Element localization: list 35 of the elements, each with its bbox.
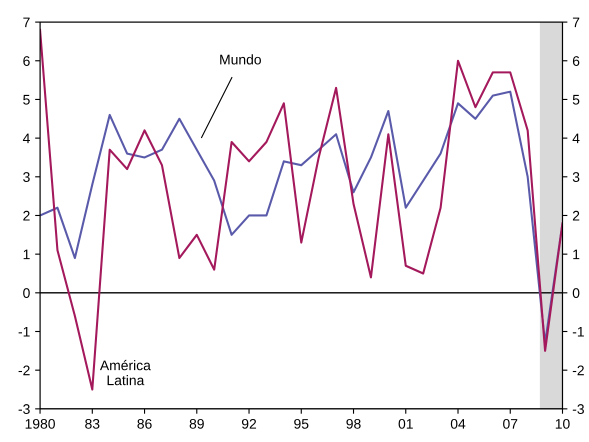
- x-tick-label: 07: [503, 418, 518, 429]
- series-label: América Latina: [100, 360, 151, 386]
- x-tick-label: 10: [556, 418, 570, 429]
- y-tick-label: -2: [18, 366, 30, 376]
- x-tick-label: 92: [242, 418, 256, 429]
- y-tick-label: 4: [22, 134, 30, 144]
- x-tick-label: 89: [190, 418, 204, 429]
- x-tick-label: 95: [294, 418, 308, 429]
- y-tick-label: -1: [18, 326, 30, 337]
- y-tick-label: -3: [18, 404, 30, 414]
- x-tick-label: 04: [450, 418, 466, 429]
- x-tick-label: 86: [137, 418, 152, 429]
- y2-tick-label: 4: [572, 134, 580, 144]
- y-tick-label: 6: [23, 56, 30, 66]
- x-tick-label: 1980: [26, 418, 55, 429]
- y2-tick-label: 5: [572, 94, 580, 105]
- y2-tick-label: -2: [572, 366, 584, 376]
- y2-tick-label: 2: [572, 210, 580, 221]
- x-tick-label: 83: [85, 418, 100, 429]
- y-tick-label: 2: [23, 210, 30, 221]
- y-tick-label: 0: [23, 288, 30, 298]
- y2-tick-label: -1: [572, 326, 584, 337]
- x-tick-label: 98: [346, 418, 361, 429]
- y2-tick-label: 7: [572, 18, 580, 28]
- y-tick-label: 7: [23, 18, 30, 28]
- y2-tick-label: 1: [573, 250, 580, 260]
- y-tick-label: 1: [24, 250, 30, 260]
- text: Mundo: [220, 54, 261, 65]
- y-tick-label: 3: [23, 172, 30, 182]
- x-tick-label: 01: [398, 418, 413, 429]
- y2-tick-label: -3: [572, 404, 584, 414]
- y2-tick-label: 0: [572, 288, 580, 298]
- y2-tick-label: 3: [572, 172, 580, 182]
- y-tick-label: 5: [23, 94, 30, 105]
- y2-tick-label: 6: [572, 56, 580, 66]
